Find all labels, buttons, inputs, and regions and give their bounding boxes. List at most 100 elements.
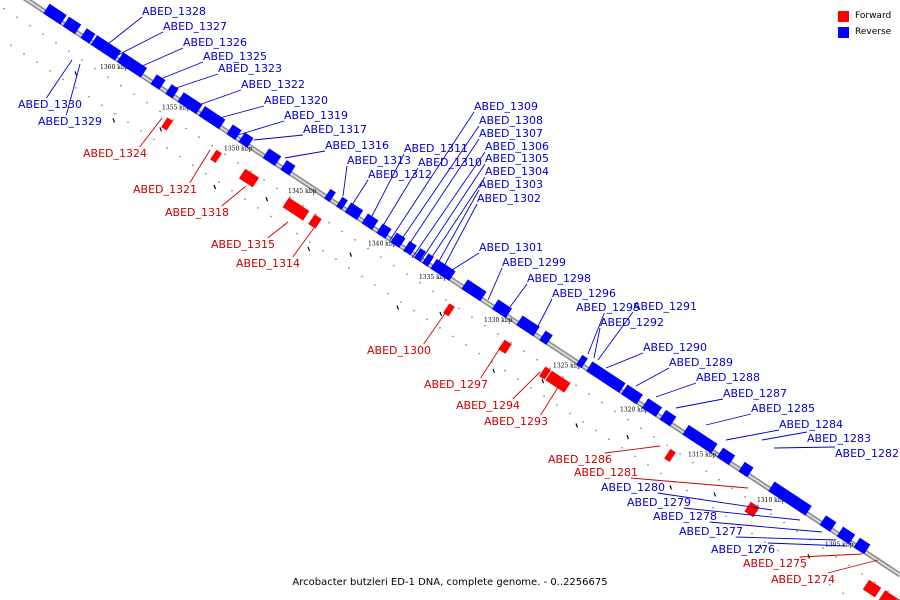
gene-label-abed_1280[interactable]: ABED_1280 [601, 481, 665, 494]
gene-label-abed_1296[interactable]: ABED_1296 [552, 287, 616, 300]
gene-label-abed_1309[interactable]: ABED_1309 [474, 100, 538, 113]
guide-dot [614, 410, 616, 412]
gene-label-abed_1329[interactable]: ABED_1329 [38, 115, 102, 128]
gene-label-abed_1290[interactable]: ABED_1290 [643, 341, 707, 354]
legend-item-reverse: Reverse [838, 24, 891, 40]
gene-label-abed_1315[interactable]: ABED_1315 [211, 238, 275, 251]
gene-label-abed_1274[interactable]: ABED_1274 [771, 573, 835, 586]
gene-label-abed_1292[interactable]: ABED_1292 [600, 316, 664, 329]
gene-label-abed_1297[interactable]: ABED_1297 [424, 378, 488, 391]
gene-label-abed_1322[interactable]: ABED_1322 [241, 78, 305, 91]
gene-label-abed_1275[interactable]: ABED_1275 [743, 557, 807, 570]
reverse-gene-block [116, 52, 148, 78]
gene-label-abed_1301[interactable]: ABED_1301 [479, 241, 543, 254]
leader-line [735, 536, 837, 541]
forward-gene-block [862, 579, 882, 598]
gene-label-abed_1279[interactable]: ABED_1279 [627, 496, 691, 509]
gene-label-abed_1281[interactable]: ABED_1281 [574, 466, 638, 479]
guide-dot [16, 16, 18, 18]
guide-dot [757, 504, 759, 507]
gene-label-abed_1311[interactable]: ABED_1311 [404, 142, 468, 155]
guide-dot [205, 172, 207, 175]
leader-line [292, 227, 315, 258]
guide-dot [647, 464, 649, 466]
gene-label-abed_1300[interactable]: ABED_1300 [367, 344, 431, 357]
leader-line [655, 382, 697, 398]
leader-line [253, 134, 304, 141]
gene-label-abed_1313[interactable]: ABED_1313 [347, 154, 411, 167]
guide-dot [400, 301, 402, 303]
guide-dot [543, 395, 545, 398]
reverse-gene-block [422, 253, 434, 267]
gene-label-abed_1328[interactable]: ABED_1328 [142, 5, 206, 18]
gene-label-abed_1314[interactable]: ABED_1314 [236, 257, 300, 270]
legend-label-reverse: Reverse [855, 27, 892, 37]
reverse-gene-block [90, 35, 110, 53]
gene-label-abed_1288[interactable]: ABED_1288 [696, 371, 760, 384]
gene-label-abed_1307[interactable]: ABED_1307 [479, 127, 543, 140]
gene-label-abed_1294[interactable]: ABED_1294 [456, 399, 520, 412]
guide-dot [510, 341, 512, 344]
gene-label-abed_1283[interactable]: ABED_1283 [807, 432, 871, 445]
guide-dot [595, 429, 597, 432]
gene-label-abed_1325[interactable]: ABED_1325 [203, 50, 267, 63]
guide-dot [666, 444, 668, 447]
gene-label-abed_1277[interactable]: ABED_1277 [679, 525, 743, 538]
guide-dot [796, 530, 798, 532]
gene-label-abed_1291[interactable]: ABED_1291 [633, 300, 697, 313]
leader-line [657, 492, 773, 511]
legend-item-forward: Forward [838, 8, 891, 24]
leader-line [411, 151, 486, 259]
gene-label-abed_1278[interactable]: ABED_1278 [653, 510, 717, 523]
gene-label-abed_1321[interactable]: ABED_1321 [133, 183, 197, 196]
gene-label-abed_1330[interactable]: ABED_1330 [18, 98, 82, 111]
tick-mark [396, 305, 400, 310]
reverse-gene-block [102, 43, 122, 61]
guide-dot [289, 196, 291, 198]
guide-dot [153, 138, 155, 141]
guide-dot [861, 573, 863, 575]
guide-dot [751, 532, 753, 535]
guide-dot [536, 358, 538, 361]
gene-label-abed_1282[interactable]: ABED_1282 [835, 447, 899, 460]
gene-label-abed_1303[interactable]: ABED_1303 [479, 178, 543, 191]
gene-label-abed_1302[interactable]: ABED_1302 [477, 192, 541, 205]
gene-label-abed_1289[interactable]: ABED_1289 [669, 356, 733, 369]
gene-label-abed_1284[interactable]: ABED_1284 [779, 418, 843, 431]
gene-label-abed_1305[interactable]: ABED_1305 [485, 152, 549, 165]
gene-label-abed_1323[interactable]: ABED_1323 [218, 62, 282, 75]
gene-label-abed_1319[interactable]: ABED_1319 [284, 109, 348, 122]
gene-label-abed_1317[interactable]: ABED_1317 [303, 123, 367, 136]
gene-label-abed_1327[interactable]: ABED_1327 [163, 20, 227, 33]
gene-label-abed_1287[interactable]: ABED_1287 [723, 387, 787, 400]
guide-dot [829, 583, 831, 586]
gene-label-abed_1295[interactable]: ABED_1295 [576, 301, 640, 314]
guide-dot [692, 461, 694, 464]
gene-label-abed_1324[interactable]: ABED_1324 [83, 147, 147, 160]
gene-label-abed_1306[interactable]: ABED_1306 [485, 140, 549, 153]
leader-line [221, 185, 247, 207]
guide-dot [159, 110, 161, 113]
gene-label-abed_1312[interactable]: ABED_1312 [368, 168, 432, 181]
gene-label-abed_1318[interactable]: ABED_1318 [165, 206, 229, 219]
guide-dot [608, 438, 610, 440]
gene-label-abed_1316[interactable]: ABED_1316 [325, 139, 389, 152]
forward-gene-block [210, 149, 222, 163]
leader-line [139, 47, 184, 68]
gene-label-abed_1299[interactable]: ABED_1299 [502, 256, 566, 269]
guide-dot [81, 59, 83, 61]
gene-label-abed_1286[interactable]: ABED_1286 [548, 453, 612, 466]
gene-label-abed_1310[interactable]: ABED_1310 [418, 156, 482, 169]
gene-label-abed_1304[interactable]: ABED_1304 [485, 165, 549, 178]
gene-label-abed_1326[interactable]: ABED_1326 [183, 36, 247, 49]
gene-label-abed_1293[interactable]: ABED_1293 [484, 415, 548, 428]
gene-label-abed_1276[interactable]: ABED_1276 [711, 543, 775, 556]
guide-dot [198, 136, 200, 138]
guide-dot [127, 121, 129, 124]
gene-label-abed_1320[interactable]: ABED_1320 [264, 94, 328, 107]
reverse-gene-block [414, 248, 426, 262]
leader-line [761, 431, 808, 441]
gene-label-abed_1308[interactable]: ABED_1308 [479, 114, 543, 127]
gene-label-abed_1285[interactable]: ABED_1285 [751, 402, 815, 415]
gene-label-abed_1298[interactable]: ABED_1298 [527, 272, 591, 285]
